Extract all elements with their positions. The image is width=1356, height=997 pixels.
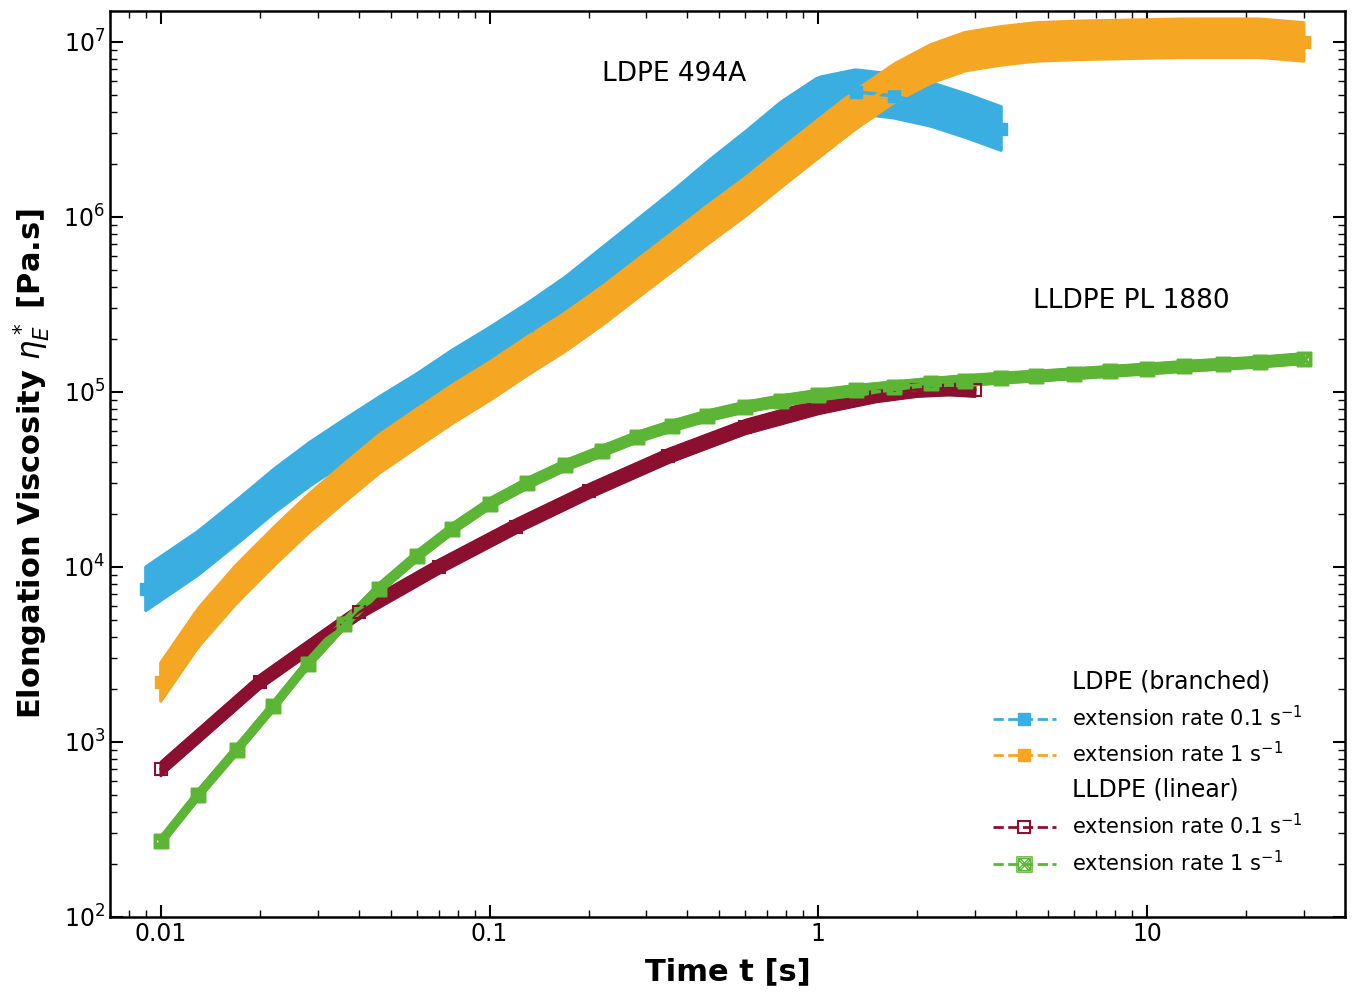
Text: LDPE 494A: LDPE 494A xyxy=(602,62,746,88)
Legend: LDPE (branched), extension rate 0.1 s$^{-1}$, extension rate 1 s$^{-1}$, LLDPE (: LDPE (branched), extension rate 0.1 s$^{… xyxy=(983,659,1314,885)
Y-axis label: Elongation Viscosity $\eta_E^*$ [Pa.s]: Elongation Viscosity $\eta_E^*$ [Pa.s] xyxy=(11,208,52,720)
X-axis label: Time t [s]: Time t [s] xyxy=(644,957,811,986)
Text: LLDPE PL 1880: LLDPE PL 1880 xyxy=(1033,288,1230,314)
